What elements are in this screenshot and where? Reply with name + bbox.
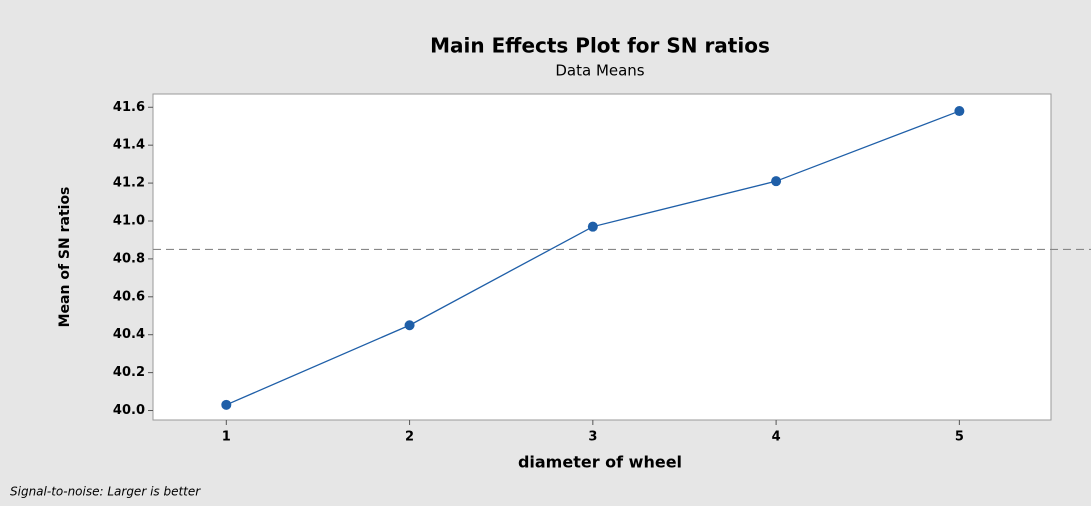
data-point <box>771 176 782 187</box>
plot-area <box>152 93 1052 421</box>
y-tick-label: 41.0 <box>113 213 145 228</box>
x-axis-label: diameter of wheel <box>518 453 682 472</box>
y-tick-label: 40.0 <box>113 403 145 418</box>
data-point <box>954 106 965 117</box>
y-tick-label: 41.2 <box>113 176 145 191</box>
x-tick-label: 3 <box>588 430 597 445</box>
data-point <box>404 320 415 331</box>
y-tick-label: 40.8 <box>113 251 145 266</box>
y-tick-label: 41.4 <box>113 138 145 153</box>
y-axis-label: Mean of SN ratios <box>57 187 73 328</box>
y-tick-label: 40.6 <box>113 289 145 304</box>
chart-title: Main Effects Plot for SN ratios <box>430 34 770 58</box>
chart-subtitle: Data Means <box>555 62 644 80</box>
x-tick-label: 2 <box>405 430 414 445</box>
data-point <box>587 221 598 232</box>
data-point <box>221 399 232 410</box>
x-tick-label: 1 <box>222 430 231 445</box>
y-tick-label: 40.2 <box>113 365 145 380</box>
x-tick-label: 4 <box>772 430 781 445</box>
y-tick-label: 41.6 <box>113 100 145 115</box>
x-tick-label: 5 <box>955 430 964 445</box>
y-tick-label: 40.4 <box>113 327 145 342</box>
footnote: Signal-to-noise: Larger is better <box>10 485 201 499</box>
